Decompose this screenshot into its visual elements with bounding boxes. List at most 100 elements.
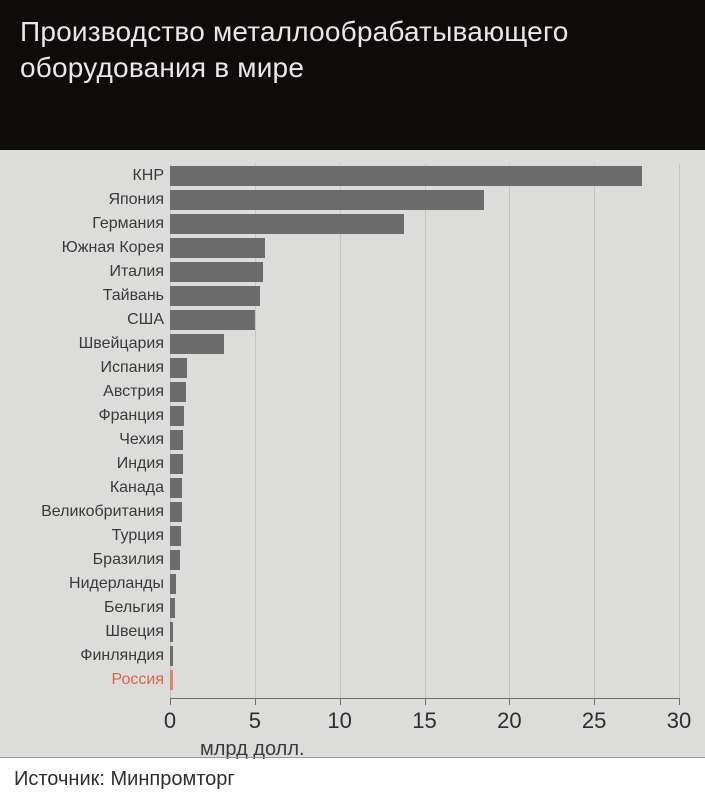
- bar-cell: [170, 524, 679, 548]
- bar-row: США: [0, 308, 705, 332]
- bar: [170, 238, 265, 258]
- bar-label: Бельгия: [0, 599, 170, 617]
- x-tick: [425, 698, 426, 705]
- bar-label: Австрия: [0, 383, 170, 401]
- bar: [170, 190, 484, 210]
- bar-row: Германия: [0, 212, 705, 236]
- x-tick: [170, 698, 171, 705]
- bar-label: Россия: [0, 671, 170, 689]
- x-tick-label: 20: [497, 708, 521, 734]
- bar: [170, 622, 173, 642]
- bar-row: Швеция: [0, 620, 705, 644]
- bar-label: Япония: [0, 191, 170, 209]
- bar-cell: [170, 236, 679, 260]
- bar-row: Бразилия: [0, 548, 705, 572]
- bar-cell: [170, 212, 679, 236]
- bar-label: Швеция: [0, 623, 170, 641]
- bar-row: Бельгия: [0, 596, 705, 620]
- bar-cell: [170, 500, 679, 524]
- x-tick: [679, 698, 680, 705]
- bar: [170, 574, 176, 594]
- x-tick-label: 15: [412, 708, 436, 734]
- bar-cell: [170, 356, 679, 380]
- bar-label: Швейцария: [0, 335, 170, 353]
- x-tick-label: 25: [582, 708, 606, 734]
- bar-label: Испания: [0, 359, 170, 377]
- bar-cell: [170, 284, 679, 308]
- bar-label: Канада: [0, 479, 170, 497]
- x-tick-label: 0: [164, 708, 176, 734]
- bar-cell: [170, 380, 679, 404]
- bar: [170, 334, 224, 354]
- bar-row: Индия: [0, 452, 705, 476]
- bar-label: Чехия: [0, 431, 170, 449]
- bar: [170, 406, 184, 426]
- bar-row: Южная Корея: [0, 236, 705, 260]
- bar: [170, 382, 186, 402]
- bar-cell: [170, 548, 679, 572]
- bar-cell: [170, 260, 679, 284]
- bar-cell: [170, 596, 679, 620]
- bar-row: Швейцария: [0, 332, 705, 356]
- bar-cell: [170, 164, 679, 188]
- x-tick-label: 5: [249, 708, 261, 734]
- bar-label: Турция: [0, 527, 170, 545]
- bar: [170, 478, 182, 498]
- bar-row: Россия: [0, 668, 705, 692]
- chart-container: Производство металлообрабатывающего обор…: [0, 0, 705, 802]
- bar: [170, 262, 263, 282]
- bar: [170, 526, 181, 546]
- bar: [170, 286, 260, 306]
- x-tick-label: 10: [327, 708, 351, 734]
- bar: [170, 454, 183, 474]
- bar-row: КНР: [0, 164, 705, 188]
- bar-cell: [170, 476, 679, 500]
- bar-cell: [170, 668, 679, 692]
- bar-row: Австрия: [0, 380, 705, 404]
- bar: [170, 358, 187, 378]
- bar-cell: [170, 644, 679, 668]
- x-tick: [340, 698, 341, 705]
- bar-cell: [170, 188, 679, 212]
- x-tick: [594, 698, 595, 705]
- source-label: Источник: Минпромторг: [0, 760, 705, 801]
- bar-label: Франция: [0, 407, 170, 425]
- bar-row: Франция: [0, 404, 705, 428]
- bar-row: Канада: [0, 476, 705, 500]
- bar-label: Бразилия: [0, 551, 170, 569]
- bar-row: Нидерланды: [0, 572, 705, 596]
- bar: [170, 550, 180, 570]
- bar: [170, 670, 173, 690]
- source-divider: [0, 757, 705, 758]
- bar-label: Италия: [0, 263, 170, 281]
- chart-title: Производство металлообрабатывающего обор…: [0, 0, 705, 150]
- bar-cell: [170, 620, 679, 644]
- bar: [170, 214, 404, 234]
- bar: [170, 598, 175, 618]
- bar: [170, 502, 182, 522]
- x-tick: [255, 698, 256, 705]
- bar-label: Индия: [0, 455, 170, 473]
- bar-row: Турция: [0, 524, 705, 548]
- bar-row: Италия: [0, 260, 705, 284]
- bar-label: Нидерланды: [0, 575, 170, 593]
- bar-cell: [170, 428, 679, 452]
- bar-label: КНР: [0, 167, 170, 185]
- bar-label: США: [0, 311, 170, 329]
- bar-cell: [170, 572, 679, 596]
- bar-row: Великобритания: [0, 500, 705, 524]
- bar: [170, 430, 183, 450]
- bar-label: Тайвань: [0, 287, 170, 305]
- bar-label: Германия: [0, 215, 170, 233]
- bar-row: Испания: [0, 356, 705, 380]
- bar-cell: [170, 452, 679, 476]
- bar-label: Великобритания: [0, 503, 170, 521]
- x-tick: [509, 698, 510, 705]
- plot-area: КНР Япония Германия Южная Корея Италия Тайван…: [0, 150, 705, 757]
- bar-cell: [170, 404, 679, 428]
- bar-row: Япония: [0, 188, 705, 212]
- bar-row: Финляндия: [0, 644, 705, 668]
- bar-row: Тайвань: [0, 284, 705, 308]
- bar-cell: [170, 308, 679, 332]
- bar-label: Финляндия: [0, 647, 170, 665]
